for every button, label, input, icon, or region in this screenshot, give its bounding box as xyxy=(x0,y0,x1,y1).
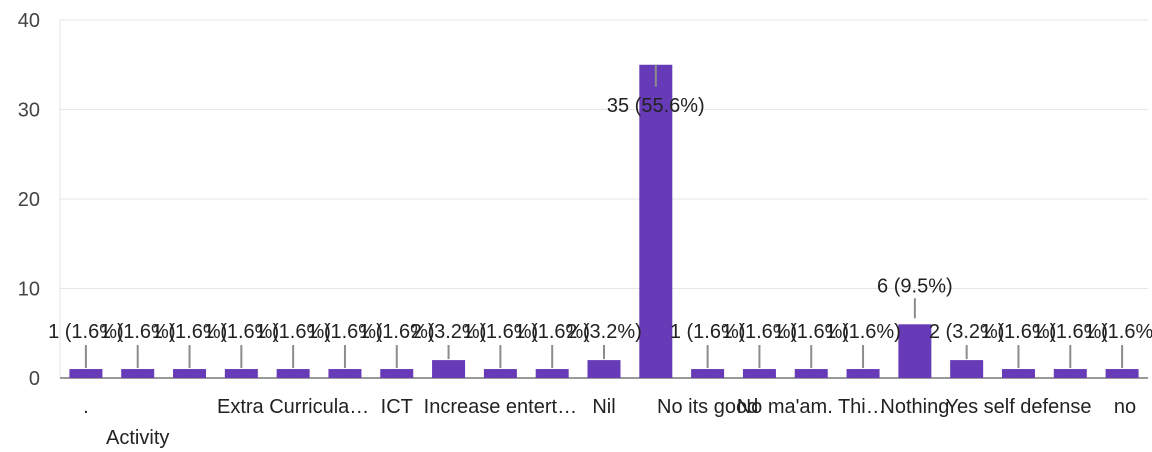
data-label: 1 (1.6%) xyxy=(255,321,331,343)
data-label: 2 (3.2%) xyxy=(566,321,642,343)
x-tick-label: . xyxy=(83,396,89,418)
data-label: 1 (1.6%) xyxy=(670,321,746,343)
bar[interactable] xyxy=(535,369,569,378)
data-label: 1 (1.6%) xyxy=(359,321,435,343)
bar[interactable] xyxy=(950,360,984,378)
bar[interactable] xyxy=(691,369,725,378)
x-tick-label: Activity xyxy=(106,427,169,449)
data-labels: 1 (1.6%)1 (1.6%)1 (1.6%)1 (1.6%)1 (1.6%)… xyxy=(48,95,1152,343)
x-tick-label: Increase entert… xyxy=(424,396,577,418)
bar[interactable] xyxy=(69,369,103,378)
bar[interactable] xyxy=(173,369,207,378)
data-label: 1 (1.6%) xyxy=(204,321,280,343)
data-label: 2 (3.2%) xyxy=(929,321,1005,343)
y-tick-label: 20 xyxy=(18,189,40,211)
y-tick-label: 10 xyxy=(18,279,40,301)
data-label: 1 (1.6%) xyxy=(307,321,383,343)
bar[interactable] xyxy=(1001,369,1035,378)
data-label-leaders xyxy=(84,64,1124,369)
data-label: 1 (1.6%) xyxy=(722,321,798,343)
bars xyxy=(69,64,1139,378)
bar[interactable] xyxy=(483,369,517,378)
data-label: 1 (1.6%) xyxy=(48,321,124,343)
bar[interactable] xyxy=(639,64,673,378)
x-tick-label: ICT xyxy=(381,396,413,418)
bar[interactable] xyxy=(1053,369,1087,378)
x-axis-ticks: . Activity Extra Curricula… ICT Increase ent… xyxy=(83,396,1136,449)
bar[interactable] xyxy=(846,369,880,378)
bar[interactable] xyxy=(1105,369,1139,378)
x-tick-label: No its good xyxy=(657,396,758,418)
x-tick-label: Nil xyxy=(592,396,615,418)
bar[interactable] xyxy=(276,369,310,378)
bar[interactable] xyxy=(742,369,776,378)
bar[interactable] xyxy=(794,369,828,378)
data-label: 1 (1.6%) xyxy=(1032,321,1108,343)
data-label: 1 (1.6%) xyxy=(1084,321,1152,343)
data-label: 1 (1.6%) xyxy=(514,321,590,343)
y-tick-label: 0 xyxy=(29,368,40,390)
x-tick-label: Yes self defense xyxy=(945,396,1091,418)
bar[interactable] xyxy=(587,360,621,378)
y-tick-label: 40 xyxy=(18,10,40,32)
bar[interactable] xyxy=(328,369,362,378)
data-label: 1 (1.6%) xyxy=(463,321,539,343)
y-tick-label: 30 xyxy=(18,100,40,122)
x-tick-label: No ma'am. Thi… xyxy=(737,396,886,418)
x-tick-label: no xyxy=(1114,396,1136,418)
bar[interactable] xyxy=(898,324,932,378)
y-axis-ticks: 0 10 20 30 40 xyxy=(18,10,40,390)
data-label: 1 (1.6%) xyxy=(100,321,176,343)
bar[interactable] xyxy=(432,360,466,378)
bar[interactable] xyxy=(224,369,258,378)
x-tick-label: Extra Curricula… xyxy=(217,396,369,418)
data-label: 6 (9.5%) xyxy=(877,275,953,297)
x-tick-label: Nothing xyxy=(880,396,949,418)
bar[interactable] xyxy=(380,369,414,378)
data-label: 1 (1.6%) xyxy=(981,321,1057,343)
data-label: 2 (3.2%) xyxy=(411,321,487,343)
data-label: 1 (1.6%) xyxy=(152,321,228,343)
data-label: 1 (1.6%) xyxy=(825,321,901,343)
data-label: 1 (1.6%) xyxy=(773,321,849,343)
bar[interactable] xyxy=(121,369,155,378)
data-label: 35 (55.6%) xyxy=(607,95,705,117)
